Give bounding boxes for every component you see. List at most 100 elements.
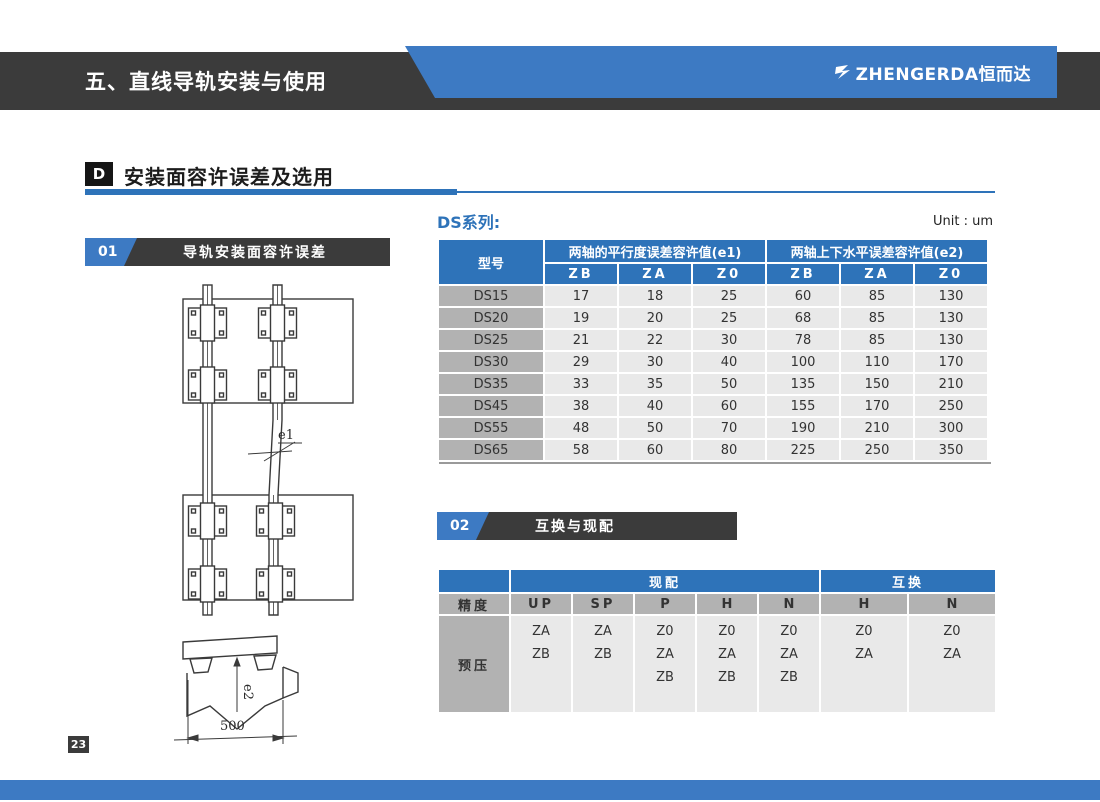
subheader: ZB xyxy=(767,264,839,284)
table-row: DS20 19 20 25 68 85 130 xyxy=(439,308,987,328)
value-cell: 130 xyxy=(915,308,987,328)
col-group-e2: 两轴上下水平误差容许值(e2) xyxy=(767,240,987,262)
carriage-block xyxy=(255,565,296,603)
preload-cell: Z0 ZA xyxy=(821,616,907,712)
brand-name: ZHENGERDA恒而达 xyxy=(855,64,1031,85)
preload-cell: Z0 ZA xyxy=(909,616,995,712)
value-cell: 30 xyxy=(693,330,765,350)
preload-option: Z0 xyxy=(718,624,736,639)
model-cell: DS20 xyxy=(439,308,543,328)
preload-option: ZB xyxy=(780,670,798,685)
preload-option: Z0 xyxy=(943,624,961,639)
preload-option: ZB xyxy=(656,670,674,685)
value-cell: 85 xyxy=(841,286,913,306)
value-cell: 150 xyxy=(841,374,913,394)
carriage-block xyxy=(187,565,228,603)
dim-e1-label: e1 xyxy=(278,428,294,443)
base-side-face xyxy=(282,666,299,699)
value-cell: 170 xyxy=(841,396,913,416)
value-cell: 33 xyxy=(545,374,617,394)
preload-option: ZA xyxy=(594,624,612,639)
grade-header: SP xyxy=(573,594,633,614)
model-cell: DS35 xyxy=(439,374,543,394)
preload-option: Z0 xyxy=(855,624,873,639)
banner-02-number: 02 xyxy=(437,512,489,540)
interchange-table-wrap: 现配 互换 精度 UP SP P H N H N 预压 ZA ZB Z xyxy=(437,568,997,714)
carriage-block xyxy=(255,502,296,540)
carriage-block xyxy=(187,502,228,540)
subheader: ZA xyxy=(619,264,691,284)
block-front-right xyxy=(253,654,277,671)
group-matched: 现配 xyxy=(511,570,819,592)
preload-option: ZB xyxy=(594,647,612,662)
value-cell: 100 xyxy=(767,352,839,372)
carriage-block xyxy=(187,304,228,342)
value-cell: 225 xyxy=(767,440,839,460)
table-row: DS15 17 18 25 60 85 130 xyxy=(439,286,987,306)
section-rule-thick xyxy=(85,189,457,195)
mount-plate-top xyxy=(182,298,354,404)
value-cell: 18 xyxy=(619,286,691,306)
corner-cell xyxy=(439,570,509,592)
dim-500-label: 500 xyxy=(220,719,245,734)
preload-cell: ZA ZB xyxy=(573,616,633,712)
value-cell: 60 xyxy=(693,396,765,416)
section-rule-thin xyxy=(457,191,995,193)
banner-02: 02 互换与现配 xyxy=(437,512,737,540)
value-cell: 17 xyxy=(545,286,617,306)
value-cell: 20 xyxy=(619,308,691,328)
value-cell: 350 xyxy=(915,440,987,460)
grade-header: H xyxy=(697,594,757,614)
subheader: ZB xyxy=(545,264,617,284)
value-cell: 300 xyxy=(915,418,987,438)
value-cell: 85 xyxy=(841,330,913,350)
value-cell: 170 xyxy=(915,352,987,372)
chapter-title: 五、直线导轨安装与使用 xyxy=(85,70,327,94)
preload-option: ZA xyxy=(532,624,550,639)
preload-option: ZA xyxy=(718,647,736,662)
banner-01-number: 01 xyxy=(85,238,137,266)
table-row: DS65 58 60 80 225 250 350 xyxy=(439,440,987,460)
preload-option: ZB xyxy=(532,647,550,662)
value-cell: 85 xyxy=(841,308,913,328)
value-cell: 19 xyxy=(545,308,617,328)
grade-header: UP xyxy=(511,594,571,614)
value-cell: 48 xyxy=(545,418,617,438)
col-header-model: 型号 xyxy=(439,240,543,284)
value-cell: 80 xyxy=(693,440,765,460)
preload-option: ZA xyxy=(855,647,873,662)
table-row: DS25 21 22 30 78 85 130 xyxy=(439,330,987,350)
grade-header: P xyxy=(635,594,695,614)
value-cell: 25 xyxy=(693,308,765,328)
banner-02-title: 互换与现配 xyxy=(535,519,615,535)
value-cell: 78 xyxy=(767,330,839,350)
preload-option: ZA xyxy=(943,647,961,662)
carriage-block xyxy=(257,366,298,404)
model-cell: DS30 xyxy=(439,352,543,372)
value-cell: 250 xyxy=(841,440,913,460)
z-bird-mark-icon xyxy=(834,65,850,79)
model-cell: DS65 xyxy=(439,440,543,460)
value-cell: 68 xyxy=(767,308,839,328)
block-front-left xyxy=(189,657,213,674)
group-interchange: 互换 xyxy=(821,570,995,592)
value-cell: 70 xyxy=(693,418,765,438)
subheader: ZA xyxy=(841,264,913,284)
table-row: DS55 48 50 70 190 210 300 xyxy=(439,418,987,438)
value-cell: 40 xyxy=(693,352,765,372)
model-cell: DS55 xyxy=(439,418,543,438)
page-number-badge: 23 xyxy=(68,736,89,753)
value-cell: 155 xyxy=(767,396,839,416)
preload-cell: Z0 ZA ZB xyxy=(635,616,695,712)
preload-option: ZB xyxy=(718,670,736,685)
carriage-block xyxy=(257,304,298,342)
preload-option: Z0 xyxy=(780,624,798,639)
section-letter-badge: D xyxy=(85,162,113,186)
footer-bar xyxy=(0,780,1100,800)
preload-option: ZA xyxy=(656,647,674,662)
value-cell: 210 xyxy=(841,418,913,438)
value-cell: 135 xyxy=(767,374,839,394)
value-cell: 130 xyxy=(915,286,987,306)
grade-header: H xyxy=(821,594,907,614)
